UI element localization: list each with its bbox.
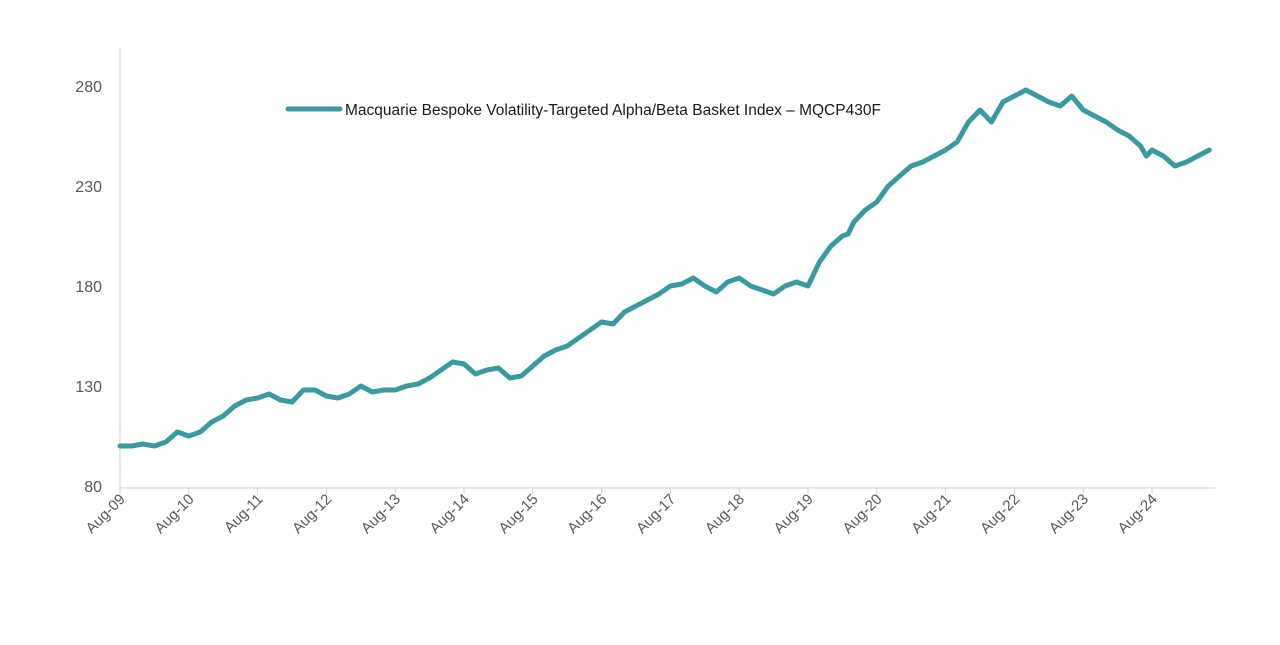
y-tick-label: 230 bbox=[75, 179, 102, 196]
x-tick-label: Aug-09 bbox=[83, 491, 129, 537]
legend: Macquarie Bespoke Volatility-Targeted Al… bbox=[285, 102, 881, 119]
y-axis-ticks: 80 130 180 230 280 bbox=[75, 79, 102, 496]
x-tick-label: Aug-15 bbox=[495, 491, 541, 537]
x-tick-label: Aug-22 bbox=[977, 491, 1023, 537]
x-tick-label: Aug-12 bbox=[289, 491, 335, 537]
y-tick-label: 130 bbox=[75, 379, 102, 396]
x-tick-label: Aug-16 bbox=[564, 491, 610, 537]
x-tick-label: Aug-19 bbox=[771, 491, 817, 537]
x-tick-label: Aug-23 bbox=[1046, 491, 1092, 537]
series-line bbox=[117, 87, 1212, 449]
x-tick-label: Aug-24 bbox=[1115, 491, 1161, 537]
x-tick-label: Aug-14 bbox=[427, 491, 473, 537]
series-layer bbox=[117, 87, 1212, 449]
x-axis-ticks: Aug-09 Aug-10 Aug-11 Aug-12 Aug-13 Aug-14 Aug-… bbox=[83, 488, 1161, 537]
y-tick-label: 180 bbox=[75, 279, 102, 296]
x-tick-label: Aug-20 bbox=[839, 491, 885, 537]
x-tick-label: Aug-10 bbox=[151, 491, 197, 537]
x-tick-label: Aug-11 bbox=[221, 491, 266, 536]
x-tick-label: Aug-21 bbox=[908, 491, 954, 537]
x-tick-label: Aug-17 bbox=[633, 491, 679, 537]
x-tick-label: Aug-18 bbox=[702, 491, 748, 537]
y-tick-label: 280 bbox=[75, 79, 102, 96]
legend-label: Macquarie Bespoke Volatility-Targeted Al… bbox=[345, 102, 881, 119]
x-tick-label: Aug-13 bbox=[358, 491, 404, 537]
y-tick-label: 80 bbox=[84, 479, 102, 496]
